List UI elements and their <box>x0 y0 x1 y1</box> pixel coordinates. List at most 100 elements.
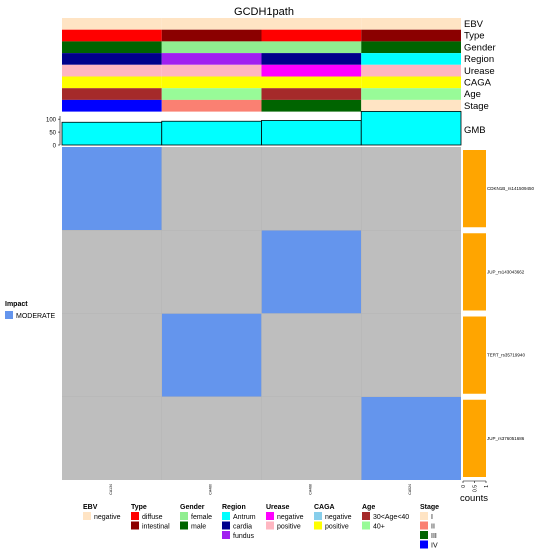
legend-title-region: Region <box>222 504 246 511</box>
track-label-age: Age <box>464 89 481 100</box>
legend-swatch-type-intestinal <box>131 521 139 530</box>
legend-swatch-stage-iii <box>420 531 428 539</box>
matrix-cell-jup-rs143043662-ca488 <box>261 230 362 314</box>
matrix-cell-cdkn1b-rs141509450-ca134 <box>62 147 162 231</box>
gene-label-cdkn1b-rs141509450: CDKN1B_rs141509450 <box>487 186 535 191</box>
track-cell-ebv-ca134 <box>62 18 162 30</box>
counts-bar-cdkn1b-rs141509450 <box>463 150 486 228</box>
track-cell-stage-ca134 <box>62 99 162 112</box>
legend-title-age: Age <box>362 504 375 511</box>
track-cell-caga-ca134 <box>62 76 162 89</box>
track-cell-gender-ca488 <box>261 41 362 54</box>
track-cell-caga-ca480 <box>161 76 262 89</box>
matrix-cell-cdkn1b-rs141509450-ca488 <box>261 147 362 231</box>
legend-swatch-region-fundus <box>222 531 230 539</box>
matrix-cell-tert-rs35719940-ca480 <box>161 313 262 397</box>
track-cell-stage-ca480 <box>161 99 262 112</box>
track-cell-age-ca488 <box>261 88 362 100</box>
legend-label-urease-positive: positive <box>277 524 301 531</box>
track-label-urease: Urease <box>464 66 495 77</box>
legend-label-stage-iv: IV <box>431 543 438 550</box>
legend-swatch-region-cardia <box>222 521 230 530</box>
gmb-bar-ca524 <box>360 111 462 146</box>
impact-legend-title: Impact <box>5 301 28 308</box>
legend-label-gender-female: female <box>191 514 212 521</box>
legend-label-ebv-negative: negative <box>94 514 121 521</box>
legend-swatch-caga-positive <box>314 521 322 530</box>
legend-label-stage-ii: II <box>431 524 435 531</box>
legend-swatch-type-diffuse <box>131 512 139 520</box>
gene-label-jup-rs143043662: JUP_rs143043662 <box>487 269 525 274</box>
counts-bar-jup-rs376051686 <box>463 399 486 477</box>
legend-title-urease: Urease <box>266 504 289 511</box>
chart-title: GCDH1path <box>234 6 294 18</box>
track-cell-stage-ca488 <box>261 99 362 112</box>
legend-label-gender-male: male <box>191 524 206 531</box>
track-label-region: Region <box>464 54 494 65</box>
legend-title-type: Type <box>131 504 147 511</box>
legend-label-region-cardia: cardia <box>233 524 252 531</box>
legend-label-age-40: 40+ <box>373 524 385 531</box>
legend-label-caga-negative: negative <box>325 514 352 521</box>
track-label-gender: Gender <box>464 42 496 53</box>
track-cell-ebv-ca480 <box>161 18 262 30</box>
sample-label-ca488: CA488 <box>308 484 312 495</box>
counts-bar-jup-rs143043662 <box>463 233 486 311</box>
counts-bar-tert-rs35719940 <box>463 316 486 394</box>
track-label-ebv: EBV <box>464 19 484 30</box>
legend-swatch-ebv-negative <box>83 512 91 520</box>
legend-title-stage: Stage <box>420 504 439 511</box>
track-cell-type-ca480 <box>161 29 262 42</box>
track-cell-type-ca488 <box>261 29 362 42</box>
track-cell-age-ca480 <box>161 88 262 100</box>
gmb-bar-ca134 <box>61 121 163 146</box>
track-cell-region-ca480 <box>161 53 262 65</box>
legend-label-stage-i: I <box>431 514 433 521</box>
legend-label-age-30-age-40: 30<Age<40 <box>373 514 409 521</box>
legend-label-region-antrum: Antrum <box>233 514 256 521</box>
impact-legend-swatch-moderate <box>5 311 13 319</box>
gene-label-tert-rs35719940: TERT_rs35719940 <box>487 353 525 358</box>
matrix-cell-jup-rs376051686-ca134 <box>62 396 162 480</box>
legend-label-type-diffuse: diffuse <box>142 514 163 521</box>
gene-label-jup-rs376051686: JUP_rs376051686 <box>487 436 525 441</box>
counts-barplot: CDKN1B_rs141509450 JUP_rs143043662 TERT_rs… <box>460 150 535 504</box>
legend-title-ebv: EBV <box>83 504 98 511</box>
track-cell-caga-ca524 <box>361 76 461 89</box>
legend-title-gender: Gender <box>180 504 205 511</box>
track-label-type: Type <box>464 31 485 42</box>
sample-label-ca480: CA480 <box>209 484 213 495</box>
legend-label-stage-iii: III <box>431 533 437 540</box>
gmb-label: GMB <box>464 125 486 136</box>
legend-swatch-stage-i <box>420 512 428 520</box>
track-cell-region-ca524 <box>361 53 461 65</box>
track-label-stage: Stage <box>464 101 489 112</box>
counts-tick-label: 1 <box>484 485 490 488</box>
track-cell-stage-ca524 <box>361 99 461 112</box>
track-cell-type-ca524 <box>361 29 461 42</box>
matrix-cell-tert-rs35719940-ca524 <box>361 313 461 397</box>
matrix-cell-cdkn1b-rs141509450-ca480 <box>161 147 262 231</box>
track-cell-region-ca134 <box>62 53 162 65</box>
matrix-cell-cdkn1b-rs141509450-ca524 <box>361 147 461 231</box>
legend-label-type-intestinal: intestinal <box>142 524 170 531</box>
track-cell-age-ca134 <box>62 88 162 100</box>
legend-swatch-caga-negative <box>314 512 322 520</box>
track-cell-urease-ca480 <box>161 64 262 77</box>
matrix-cell-jup-rs376051686-ca480 <box>161 396 262 480</box>
track-cell-gender-ca134 <box>62 41 162 54</box>
legend-swatch-stage-iv <box>420 540 428 549</box>
matrix-cell-jup-rs376051686-ca488 <box>261 396 362 480</box>
track-cell-region-ca488 <box>261 53 362 65</box>
matrix-cell-jup-rs143043662-ca480 <box>161 230 262 314</box>
matrix-cell-jup-rs376051686-ca524 <box>361 396 461 480</box>
legend-swatch-age-30-age-40 <box>362 512 370 520</box>
counts-tick-label: 0 <box>461 485 467 488</box>
counts-label: counts <box>460 493 488 504</box>
legend-title-caga: CAGA <box>314 504 335 511</box>
gmb-tick-label: 100 <box>46 118 57 124</box>
matrix-cell-jup-rs143043662-ca524 <box>361 230 461 314</box>
legend-swatch-urease-negative <box>266 512 274 520</box>
